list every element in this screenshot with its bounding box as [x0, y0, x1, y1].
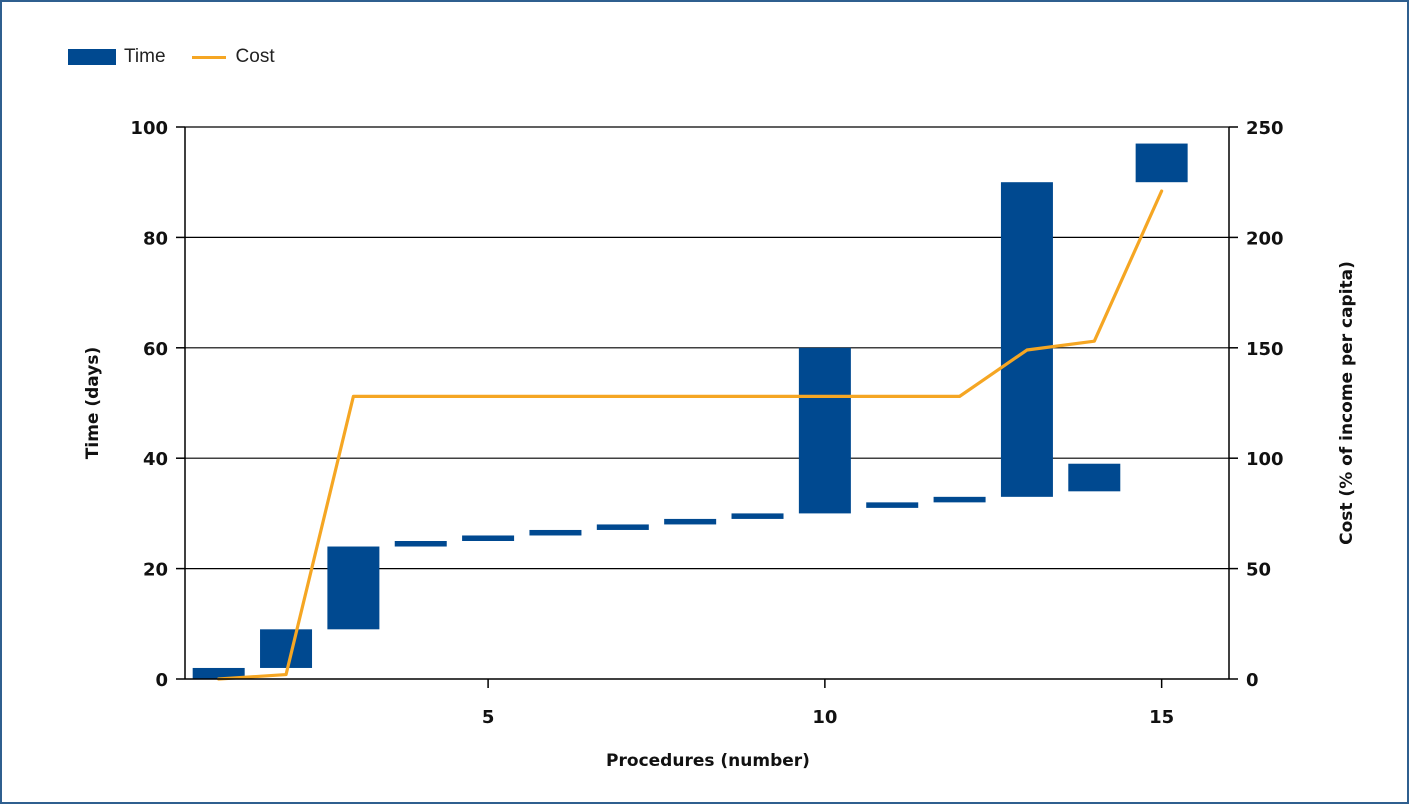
time-bar-12: [933, 496, 986, 503]
y-tick-label-40: 40: [143, 449, 168, 470]
grid-layer: [185, 126, 1229, 570]
time-bar-15: [1135, 143, 1188, 183]
y-axis-title: Time (days): [83, 347, 103, 459]
y-tick-label-20: 20: [143, 560, 168, 581]
y2-tick-label-100: 100: [1246, 449, 1284, 470]
y2-axis-title: Cost (% of income per capita): [1337, 261, 1357, 545]
x-axis-title: Procedures (number): [606, 751, 810, 771]
time-bar-2: [260, 629, 313, 668]
time-bar-10: [798, 347, 851, 514]
x-tick-label-5: 5: [482, 707, 495, 728]
y2-tick-label-0: 0: [1246, 670, 1259, 691]
time-bar-9: [731, 513, 784, 519]
x-tick-label-10: 10: [812, 707, 837, 728]
y-tick-label-0: 0: [155, 670, 168, 691]
time-bar-7: [596, 524, 649, 530]
time-bar-5: [462, 535, 515, 541]
legend-label-time: Time: [124, 46, 166, 67]
time-bar-1: [192, 667, 245, 679]
tick-labels: 0 20 40 60 80 100 0 50 100 150 200 250 5 10 15: [130, 118, 1283, 728]
axes: [176, 126, 1238, 688]
time-bar-13: [1000, 182, 1053, 497]
legend-swatch-cost: [191, 55, 226, 59]
y2-tick-label-250: 250: [1246, 118, 1284, 139]
y2-tick-label-200: 200: [1246, 228, 1284, 249]
chart-legend: Time Cost: [68, 44, 301, 70]
time-bar-4: [394, 541, 447, 547]
time-bar-14: [1068, 463, 1121, 492]
legend-item-time: Time: [68, 46, 166, 68]
y-tick-label-80: 80: [143, 228, 168, 249]
cost-line-layer: [217, 189, 1164, 681]
y-tick-label-100: 100: [130, 118, 168, 139]
legend-swatch-time: [68, 49, 116, 65]
x-tick-label-15: 15: [1149, 707, 1174, 728]
time-bar-6: [529, 529, 582, 536]
y2-tick-label-50: 50: [1246, 560, 1271, 581]
time-bar-11: [866, 502, 919, 508]
time-bar-8: [664, 518, 717, 525]
legend-label-cost: Cost: [235, 46, 275, 67]
cost-line: [217, 189, 1164, 681]
time-bar-3: [327, 546, 380, 630]
y2-tick-label-150: 150: [1246, 339, 1284, 360]
y-tick-label-60: 60: [143, 339, 168, 360]
time-bars: [192, 143, 1188, 679]
legend-item-cost: Cost: [191, 46, 275, 68]
